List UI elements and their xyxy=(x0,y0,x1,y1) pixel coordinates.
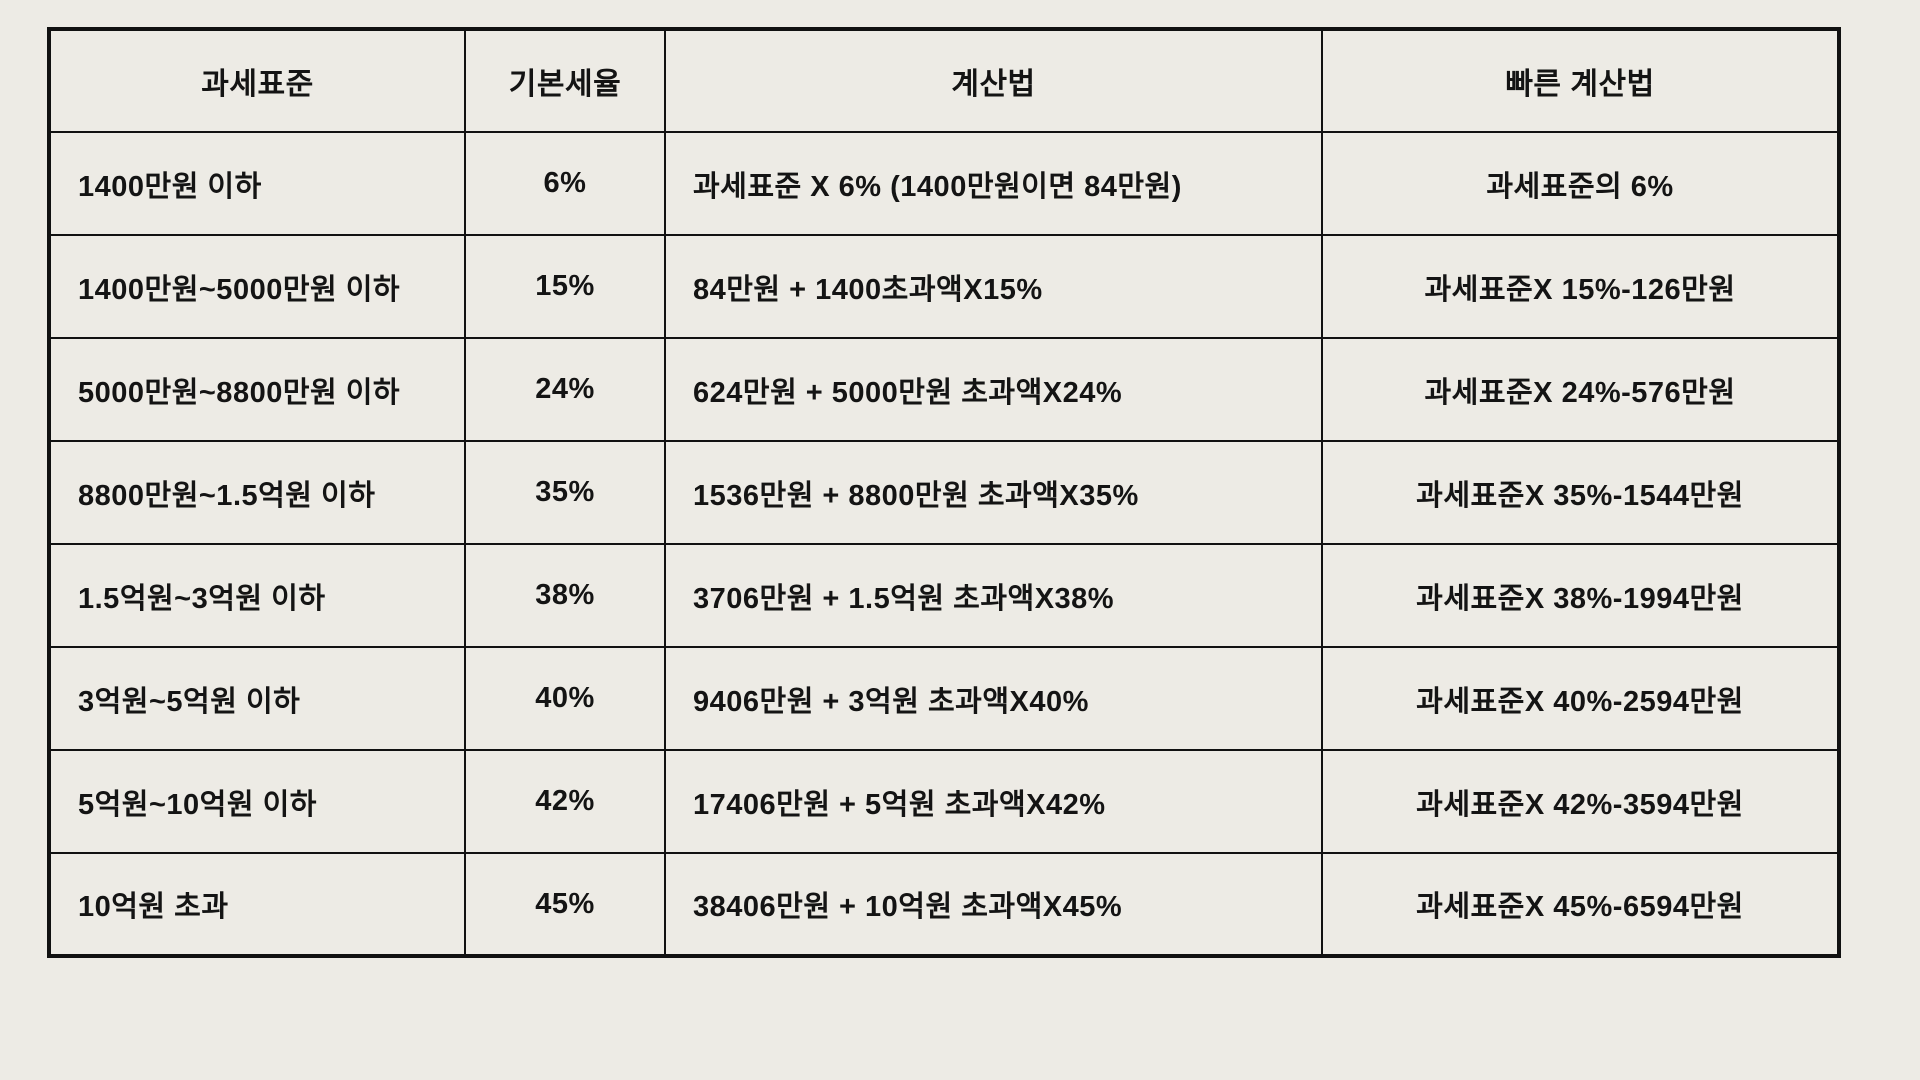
table-row: 3억원~5억원 이하 40% 9406만원 + 3억원 초과액X40% 과세표준X 4… xyxy=(48,646,1840,751)
cell-calculation: 84만원 + 1400초과액X15% xyxy=(664,234,1323,339)
header-calculation: 계산법 xyxy=(664,28,1323,133)
cell-tax-base: 8800만원~1.5억원 이하 xyxy=(48,440,466,545)
cell-calculation: 38406만원 + 10억원 초과액X45% xyxy=(664,852,1323,957)
table-row: 8800만원~1.5억원 이하 35% 1536만원 + 8800만원 초과액X35… xyxy=(48,440,1840,545)
cell-calculation: 17406만원 + 5억원 초과액X42% xyxy=(664,749,1323,854)
cell-tax-base: 5억원~10억원 이하 xyxy=(48,749,466,854)
table-row: 1400만원 이하 6% 과세표준 X 6% (1400만원이면 84만원) 과세표준… xyxy=(48,131,1840,236)
header-quick-calculation: 빠른 계산법 xyxy=(1321,28,1840,133)
cell-basic-rate: 40% xyxy=(464,646,666,751)
cell-basic-rate: 38% xyxy=(464,543,666,648)
table-row: 5억원~10억원 이하 42% 17406만원 + 5억원 초과액X42% 과세표준X… xyxy=(48,749,1840,854)
cell-tax-base: 1400만원~5000만원 이하 xyxy=(48,234,466,339)
cell-calculation: 1536만원 + 8800만원 초과액X35% xyxy=(664,440,1323,545)
cell-quick-calculation: 과세표준X 42%-3594만원 xyxy=(1321,749,1840,854)
cell-quick-calculation: 과세표준X 38%-1994만원 xyxy=(1321,543,1840,648)
cell-tax-base: 3억원~5억원 이하 xyxy=(48,646,466,751)
cell-basic-rate: 15% xyxy=(464,234,666,339)
table-body: 1400만원 이하 6% 과세표준 X 6% (1400만원이면 84만원) 과세표준… xyxy=(48,131,1840,957)
cell-calculation: 과세표준 X 6% (1400만원이면 84만원) xyxy=(664,131,1323,236)
cell-quick-calculation: 과세표준X 24%-576만원 xyxy=(1321,337,1840,442)
cell-basic-rate: 6% xyxy=(464,131,666,236)
table-header: 과세표준 기본세율 계산법 빠른 계산법 xyxy=(48,28,1840,133)
cell-basic-rate: 42% xyxy=(464,749,666,854)
cell-basic-rate: 35% xyxy=(464,440,666,545)
table-row: 1.5억원~3억원 이하 38% 3706만원 + 1.5억원 초과액X38% 과세표… xyxy=(48,543,1840,648)
table-row: 1400만원~5000만원 이하 15% 84만원 + 1400초과액X15% 과세표… xyxy=(48,234,1840,339)
cell-quick-calculation: 과세표준X 35%-1544만원 xyxy=(1321,440,1840,545)
cell-calculation: 9406만원 + 3억원 초과액X40% xyxy=(664,646,1323,751)
cell-basic-rate: 24% xyxy=(464,337,666,442)
cell-quick-calculation: 과세표준X 15%-126만원 xyxy=(1321,234,1840,339)
table-row: 5000만원~8800만원 이하 24% 624만원 + 5000만원 초과액X24… xyxy=(48,337,1840,442)
cell-calculation: 3706만원 + 1.5억원 초과액X38% xyxy=(664,543,1323,648)
header-basic-rate: 기본세율 xyxy=(464,28,666,133)
tax-rate-table: 과세표준 기본세율 계산법 빠른 계산법 1400만원 이하 6% 과세표준 X 6… xyxy=(47,27,1841,958)
cell-tax-base: 5000만원~8800만원 이하 xyxy=(48,337,466,442)
cell-tax-base: 10억원 초과 xyxy=(48,852,466,957)
table-row: 10억원 초과 45% 38406만원 + 10억원 초과액X45% 과세표준X 45… xyxy=(48,852,1840,957)
cell-quick-calculation: 과세표준의 6% xyxy=(1321,131,1840,236)
cell-basic-rate: 45% xyxy=(464,852,666,957)
cell-quick-calculation: 과세표준X 40%-2594만원 xyxy=(1321,646,1840,751)
cell-calculation: 624만원 + 5000만원 초과액X24% xyxy=(664,337,1323,442)
cell-tax-base: 1400만원 이하 xyxy=(48,131,466,236)
header-row: 과세표준 기본세율 계산법 빠른 계산법 xyxy=(48,28,1840,133)
cell-quick-calculation: 과세표준X 45%-6594만원 xyxy=(1321,852,1840,957)
header-tax-base: 과세표준 xyxy=(48,28,466,133)
cell-tax-base: 1.5억원~3억원 이하 xyxy=(48,543,466,648)
